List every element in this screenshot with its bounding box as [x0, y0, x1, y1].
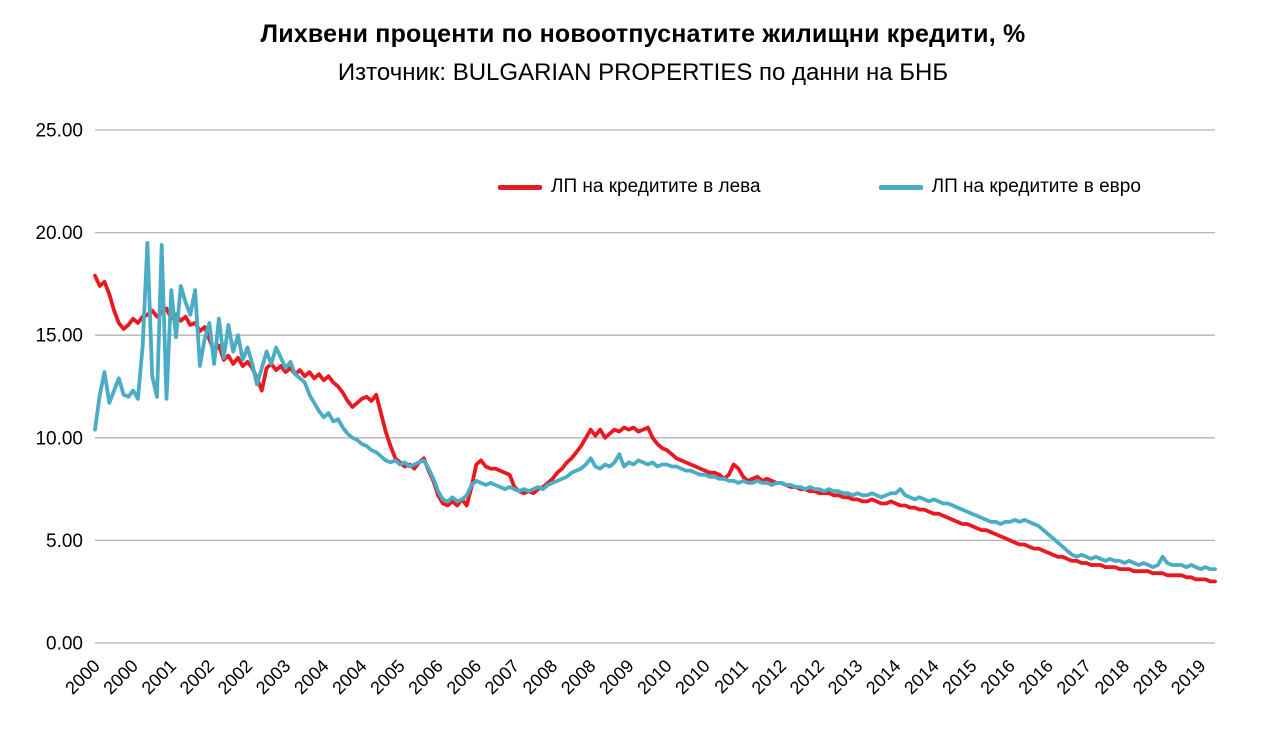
x-tick-label: 2017: [1053, 656, 1095, 698]
x-tick-label: 2019: [1167, 656, 1209, 698]
legend-item-leva: ЛП на кредитите в лева: [498, 176, 761, 198]
x-tick-label: 2005: [366, 656, 408, 698]
legend-label-euro: ЛП на кредитите в евро: [931, 176, 1141, 197]
x-tick-label: 2004: [328, 656, 370, 698]
x-tick-label: 2006: [404, 656, 446, 698]
y-tick-label: 10.00: [35, 428, 83, 449]
x-tick-label: 2018: [1091, 656, 1133, 698]
x-tick-label: 2008: [519, 656, 561, 698]
x-tick-label: 2018: [1129, 656, 1171, 698]
x-tick-label: 2004: [290, 656, 332, 698]
x-tick-label: 2010: [633, 656, 675, 698]
x-tick-label: 2008: [557, 656, 599, 698]
chart-legend: ЛП на кредитите в лева ЛП на кредитите в…: [498, 176, 1141, 198]
x-tick-label: 2012: [748, 656, 790, 698]
y-tick-label: 15.00: [35, 326, 83, 347]
x-tick-label: 2010: [671, 656, 713, 698]
x-tick-label: 2016: [1015, 656, 1057, 698]
chart-subtitle: Източник: BULGARIAN PROPERTIES по данни …: [337, 59, 949, 86]
x-tick-label: 2009: [595, 656, 637, 698]
x-tick-label: 2000: [61, 656, 103, 698]
x-tick-label: 2014: [862, 656, 904, 698]
x-tick-label: 2015: [938, 656, 980, 698]
x-tick-label: 2000: [99, 656, 141, 698]
y-tick-label: 0.00: [46, 634, 83, 655]
x-tick-label: 2016: [976, 656, 1018, 698]
x-tick-label: 2001: [138, 656, 180, 698]
x-tick-label: 2014: [900, 656, 942, 698]
series-line-euro: [93, 240, 1217, 571]
x-tick-label: 2007: [481, 656, 523, 698]
y-tick-label: 5.00: [46, 531, 83, 552]
legend-swatch-euro: [878, 184, 923, 190]
y-tick-label: 25.00: [35, 121, 83, 142]
chart-title: Лихвени проценти по новоотпуснатите жили…: [260, 20, 1026, 48]
x-tick-label: 2013: [824, 656, 866, 698]
chart-header: Лихвени проценти по новоотпуснатите жили…: [0, 20, 1286, 87]
y-tick-label: 20.00: [35, 223, 83, 244]
x-tick-label: 2002: [176, 656, 218, 698]
x-tick-label: 2006: [443, 656, 485, 698]
series-line-leva: [93, 273, 1217, 584]
x-tick-label: 2011: [711, 656, 753, 698]
x-tick-label: 2012: [786, 656, 828, 698]
legend-label-leva: ЛП на кредитите в лева: [551, 176, 761, 197]
x-tick-label: 2003: [252, 656, 294, 698]
legend-swatch-leva: [498, 184, 542, 190]
x-tick-label: 2002: [214, 656, 256, 698]
legend-item-euro: ЛП на кредитите в евро: [878, 176, 1141, 198]
